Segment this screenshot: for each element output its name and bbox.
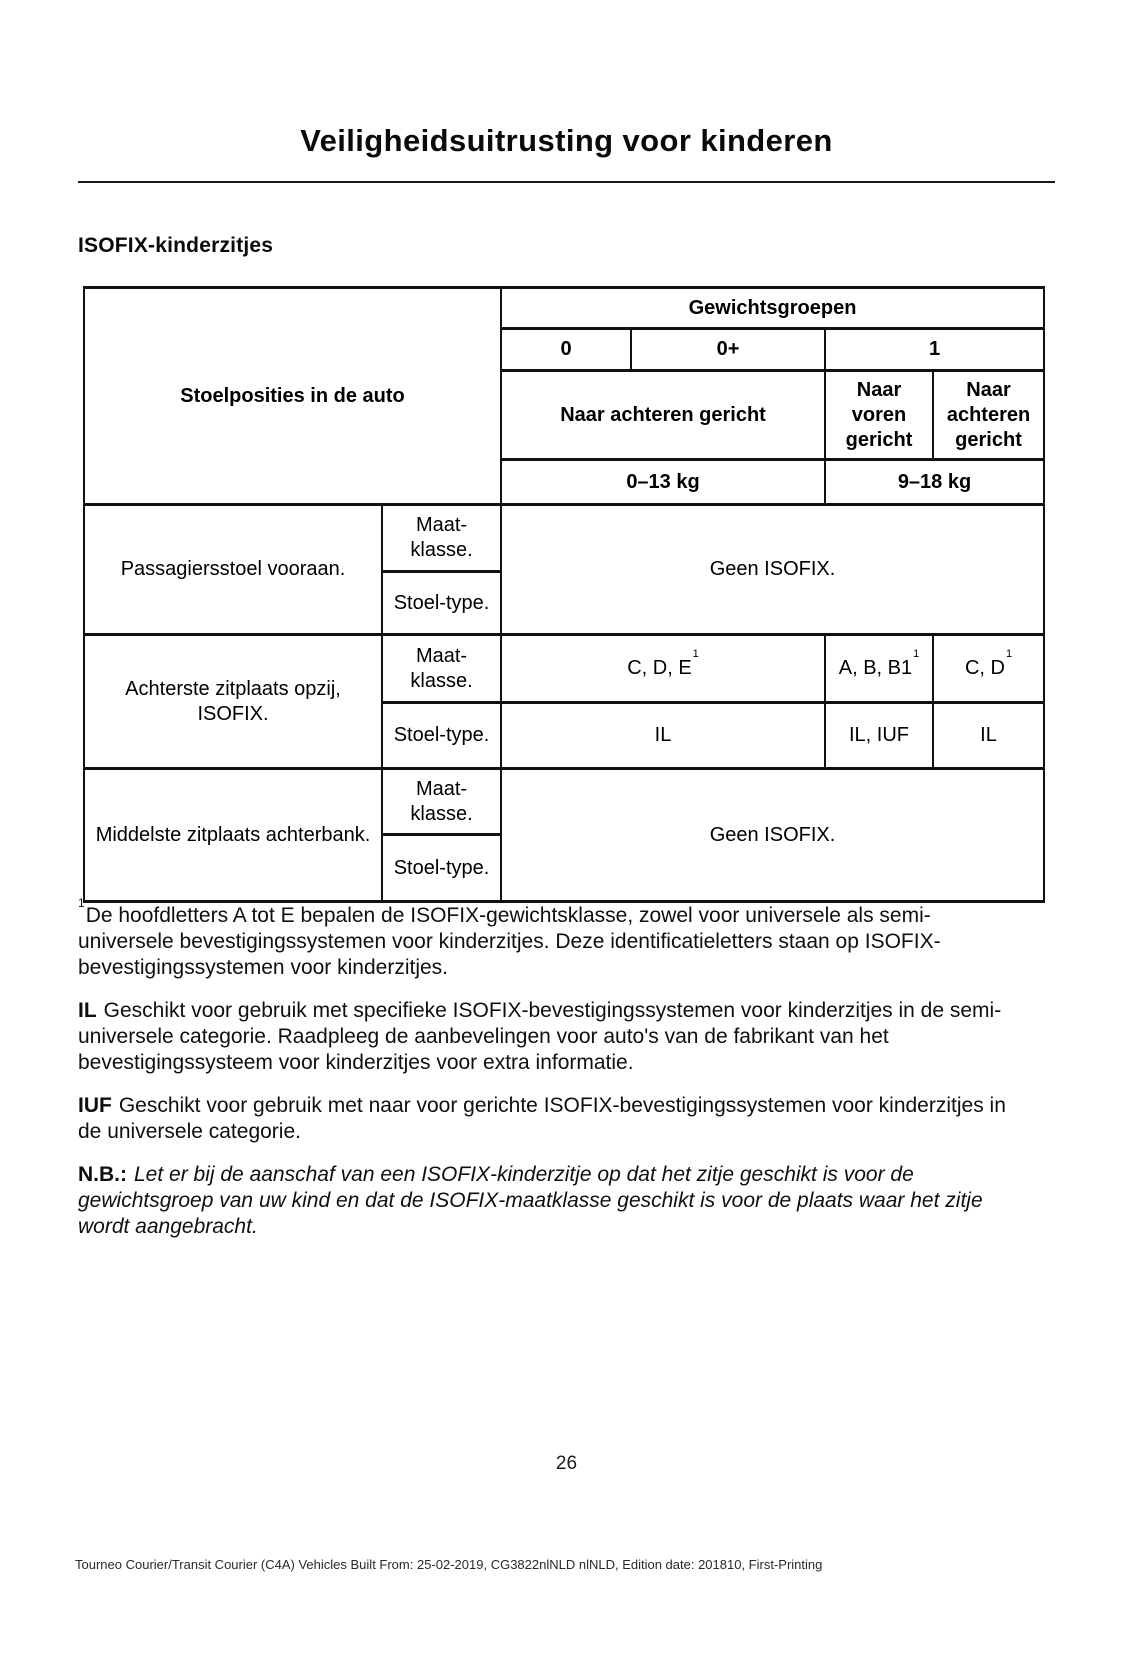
size-class-value: A, B, B1 [838, 657, 913, 679]
header-weight-9-18: 9–18 kg [824, 458, 1046, 506]
cell-center-rear-value: Geen ISOFIX. [500, 767, 1046, 903]
note-nb-text: Let er bij de aanschaf van een ISOFIX-ki… [78, 1163, 983, 1238]
note-il-label: IL [78, 999, 97, 1022]
table-row: Stoel-type. [84, 833, 1044, 903]
footnote-marker: 1 [913, 648, 920, 661]
corner-cell-seat-positions: Stoelposities in de auto [82, 286, 503, 506]
isofix-child-seat-table: Stoelposities in de auto Gewichtsgroepen… [82, 286, 1046, 903]
cell-rear-outboard-sizeclass-forwardfacing: A, B, B11 [824, 633, 935, 704]
cell-rear-outboard-sizeclass-rearfacing-1: C, D1 [932, 633, 1046, 704]
section-heading: ISOFIX-kinderzitjes [78, 234, 274, 257]
table-row: 0 0+ 1 [84, 327, 1046, 372]
table-row: Stoel-type. [84, 570, 1044, 636]
row-label-rear-outboard: Achterste zitplaats opzij, ISOFIX. [83, 633, 383, 770]
footnote-marker: 1 [78, 896, 85, 910]
note-iuf-label: IUF [78, 1094, 112, 1117]
sub-label-size-class: Maat-klasse. [380, 633, 503, 704]
header-weight-groups: Gewichtsgroepen [500, 286, 1046, 330]
note-nb-label: N.B.: [78, 1163, 127, 1186]
header-group-1: 1 [824, 327, 1046, 372]
note-il-text: Geschikt voor gebruik met specifieke ISO… [78, 999, 1002, 1074]
page-number: 26 [555, 1453, 578, 1474]
size-class-value: C, D [964, 657, 1005, 679]
table-row: Stoelposities in de auto Gewichtsgroepen [82, 286, 1046, 506]
cell-rear-outboard-seattype-rearfacing-1: IL [932, 701, 1046, 770]
header-group-0plus: 0+ [630, 327, 827, 372]
row-label-center-rear: Middelste zitplaats achterbank. [83, 767, 383, 903]
size-class-value: C, D, E [627, 657, 692, 679]
note-iuf: IUF Geschikt voor gebruik met naar voor g… [78, 1093, 1006, 1145]
cell-rear-outboard-seattype-rearfacing: IL [500, 701, 827, 770]
cell-rear-outboard-seattype-forwardfacing: IL, IUF [824, 701, 935, 770]
footnote-marker: 1 [1005, 648, 1013, 661]
sub-label-seat-type: Stoel-type. [380, 833, 503, 903]
table-row: 0–13 kg 9–18 kg [84, 458, 1046, 506]
table-row: Achterste zitplaats opzij, ISOFIX. Maat-… [83, 633, 1046, 770]
note-nb: N.B.: Let er bij de aanschaf van een ISOF… [78, 1162, 1006, 1240]
table-row: Passagiersstoel vooraan. Maat-klasse. Ge… [83, 503, 1046, 636]
header-rearward-facing-span: Naar achteren gericht [500, 369, 827, 461]
footnote-marker: 1 [692, 648, 699, 661]
sub-label-size-class: Maat-klasse. [380, 767, 503, 836]
notes-block: 1De hoofdletters A tot E bepalen de ISOF… [78, 897, 1006, 1257]
table-row: Naar achteren gericht Naar voren gericht… [84, 369, 1046, 461]
header-forward-facing: Naar voren gericht [824, 369, 935, 461]
cell-front-passenger-value: Geen ISOFIX. [500, 503, 1046, 636]
sub-label-size-class: Maat-klasse. [380, 503, 503, 573]
header-weight-0-13: 0–13 kg [500, 458, 827, 506]
table-row: Middelste zitplaats achterbank. Maat-kla… [83, 767, 1046, 903]
page-title: Veiligheidsuitrusting voor kinderen [300, 123, 833, 158]
cell-rear-outboard-sizeclass-rearfacing: C, D, E1 [500, 633, 827, 704]
table-row: Stoel-type. IL IL, IUF IL [84, 701, 1046, 770]
title-divider [78, 181, 1055, 183]
footnote-1: 1De hoofdletters A tot E bepalen de ISOF… [78, 897, 1006, 981]
footnote-text: De hoofdletters A tot E bepalen de ISOFI… [78, 904, 941, 979]
sub-label-seat-type: Stoel-type. [380, 701, 503, 770]
note-il: IL Geschikt voor gebruik met specifieke I… [78, 998, 1006, 1076]
sub-label-seat-type: Stoel-type. [380, 570, 503, 636]
header-group-0: 0 [500, 327, 633, 372]
header-rearward-facing: Naar achteren gericht [932, 369, 1046, 461]
note-iuf-text: Geschikt voor gebruik met naar voor geri… [78, 1094, 1006, 1143]
footer-note: Tourneo Courier/Transit Courier (C4A) Ve… [75, 1557, 823, 1572]
row-label-front-passenger: Passagiersstoel vooraan. [83, 503, 383, 636]
